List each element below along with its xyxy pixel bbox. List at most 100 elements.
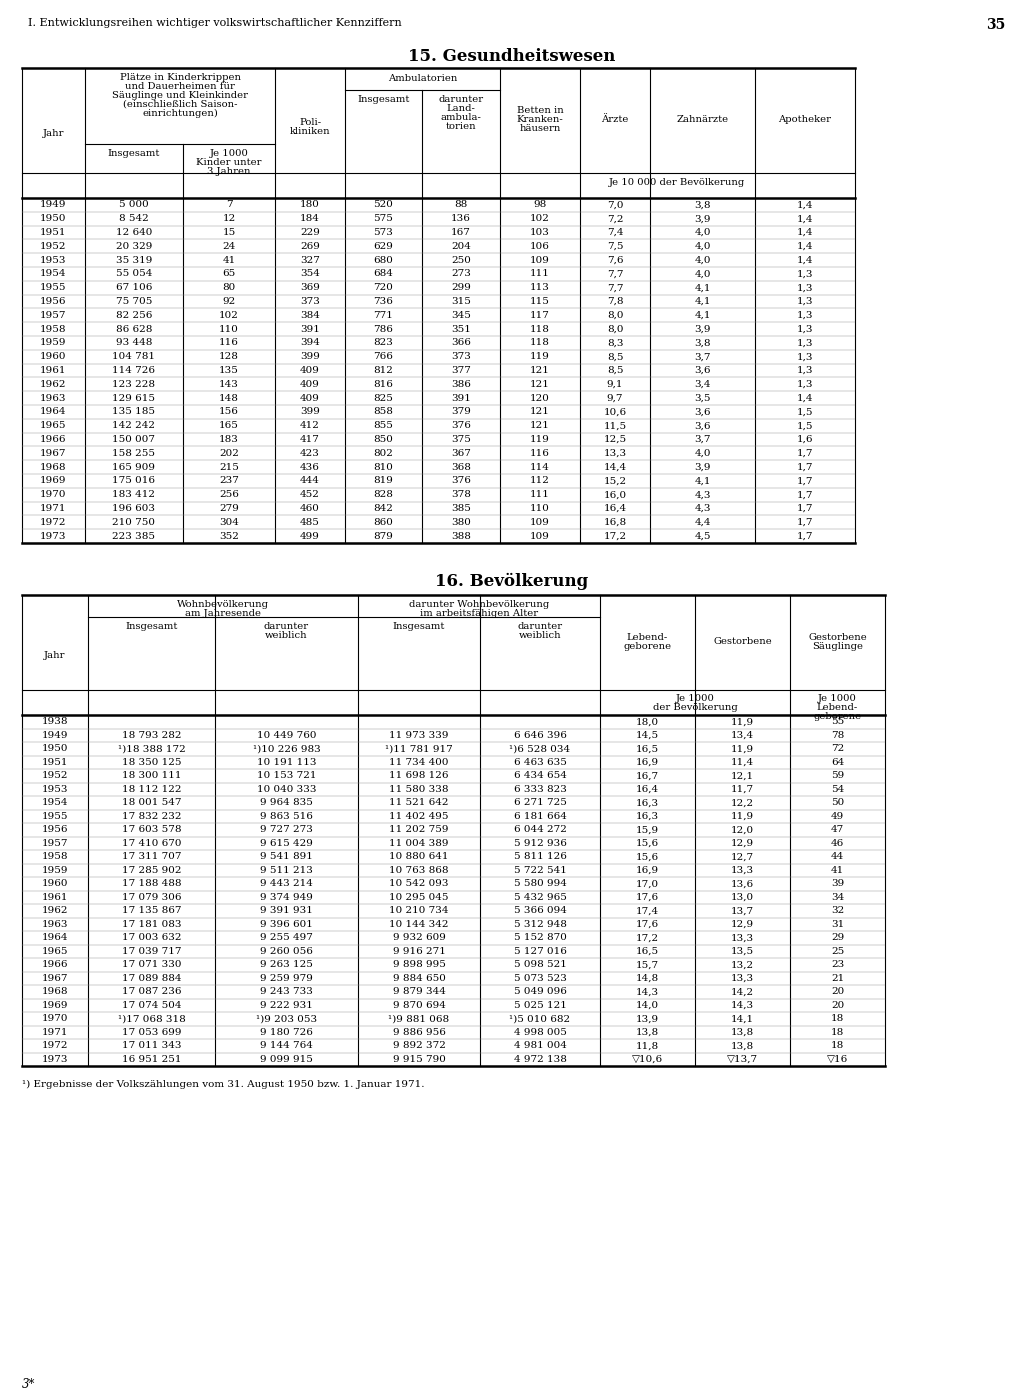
Text: 460: 460 xyxy=(300,504,319,513)
Text: 1,4: 1,4 xyxy=(797,242,813,251)
Text: 17 011 343: 17 011 343 xyxy=(122,1041,181,1051)
Text: 1950: 1950 xyxy=(40,214,67,224)
Text: 9 916 271: 9 916 271 xyxy=(392,947,445,956)
Text: 210 750: 210 750 xyxy=(113,518,156,527)
Text: 17 089 884: 17 089 884 xyxy=(122,974,181,982)
Text: 18 793 282: 18 793 282 xyxy=(122,731,181,740)
Text: 1960: 1960 xyxy=(40,352,67,362)
Text: 1,4: 1,4 xyxy=(797,394,813,402)
Text: 7,4: 7,4 xyxy=(607,228,624,237)
Text: 12,9: 12,9 xyxy=(731,919,754,929)
Text: 21: 21 xyxy=(830,974,844,982)
Text: 855: 855 xyxy=(374,422,393,430)
Text: ▽13,7: ▽13,7 xyxy=(727,1055,758,1063)
Text: 106: 106 xyxy=(530,242,550,251)
Text: 49: 49 xyxy=(830,812,844,821)
Text: 1952: 1952 xyxy=(42,771,69,781)
Text: Gestorbene: Gestorbene xyxy=(713,637,772,645)
Text: 5 312 948: 5 312 948 xyxy=(514,919,566,929)
Text: 1,3: 1,3 xyxy=(797,380,813,388)
Text: 98: 98 xyxy=(534,200,547,210)
Text: 13,3: 13,3 xyxy=(731,974,754,982)
Text: Säuglinge: Säuglinge xyxy=(812,643,863,651)
Text: 1966: 1966 xyxy=(40,434,67,444)
Text: 4 972 138: 4 972 138 xyxy=(514,1055,566,1063)
Text: Gestorbene: Gestorbene xyxy=(808,633,867,643)
Text: 16,5: 16,5 xyxy=(636,947,659,956)
Text: 1949: 1949 xyxy=(42,731,69,740)
Text: 10 040 333: 10 040 333 xyxy=(257,785,316,793)
Text: 13,7: 13,7 xyxy=(731,907,754,915)
Text: 1961: 1961 xyxy=(40,366,67,374)
Text: 121: 121 xyxy=(530,408,550,416)
Text: 16,0: 16,0 xyxy=(603,490,627,499)
Text: 59: 59 xyxy=(830,771,844,781)
Text: 18: 18 xyxy=(830,1041,844,1051)
Text: 417: 417 xyxy=(300,434,319,444)
Text: 18 300 111: 18 300 111 xyxy=(122,771,181,781)
Text: 1964: 1964 xyxy=(40,408,67,416)
Text: 1958: 1958 xyxy=(42,852,69,861)
Text: 112: 112 xyxy=(530,476,550,485)
Text: 5 073 523: 5 073 523 xyxy=(514,974,566,982)
Text: 9 263 125: 9 263 125 xyxy=(260,960,313,970)
Text: Zahnärzte: Zahnärzte xyxy=(677,115,728,124)
Text: (einschließlich Saison-: (einschließlich Saison- xyxy=(123,101,238,109)
Text: 13,8: 13,8 xyxy=(731,1041,754,1051)
Text: 8,3: 8,3 xyxy=(607,338,624,348)
Text: 4,1: 4,1 xyxy=(694,298,711,306)
Text: 32: 32 xyxy=(830,907,844,915)
Text: einrichtungen): einrichtungen) xyxy=(142,109,218,119)
Text: geborene: geborene xyxy=(813,712,861,721)
Text: 11,5: 11,5 xyxy=(603,422,627,430)
Text: 11,4: 11,4 xyxy=(731,757,754,767)
Text: 680: 680 xyxy=(374,256,393,264)
Text: 11,7: 11,7 xyxy=(731,785,754,793)
Text: 7,0: 7,0 xyxy=(607,200,624,210)
Text: 4 981 004: 4 981 004 xyxy=(514,1041,566,1051)
Text: 376: 376 xyxy=(451,422,471,430)
Text: 1,4: 1,4 xyxy=(797,200,813,210)
Text: ¹)6 528 034: ¹)6 528 034 xyxy=(509,745,570,753)
Text: 109: 109 xyxy=(530,256,550,264)
Text: 380: 380 xyxy=(451,518,471,527)
Text: 72: 72 xyxy=(830,745,844,753)
Text: 4,5: 4,5 xyxy=(694,532,711,541)
Text: Ambulatorien: Ambulatorien xyxy=(388,74,457,82)
Text: 55 054: 55 054 xyxy=(116,270,153,278)
Text: 121: 121 xyxy=(530,422,550,430)
Text: 9 259 979: 9 259 979 xyxy=(260,974,313,982)
Text: 7,7: 7,7 xyxy=(607,284,624,292)
Text: Je 1000: Je 1000 xyxy=(818,694,857,703)
Text: 327: 327 xyxy=(300,256,319,264)
Text: 1951: 1951 xyxy=(40,228,67,237)
Text: 148: 148 xyxy=(219,394,239,402)
Text: 1,3: 1,3 xyxy=(797,270,813,278)
Text: häusern: häusern xyxy=(519,124,561,133)
Text: 109: 109 xyxy=(530,532,550,541)
Text: 102: 102 xyxy=(219,310,239,320)
Text: 9 898 995: 9 898 995 xyxy=(392,960,445,970)
Text: 5 098 521: 5 098 521 xyxy=(514,960,566,970)
Text: 15,2: 15,2 xyxy=(603,476,627,485)
Text: 17 053 699: 17 053 699 xyxy=(122,1028,181,1037)
Text: 1,3: 1,3 xyxy=(797,338,813,348)
Text: 279: 279 xyxy=(219,504,239,513)
Text: 9 915 790: 9 915 790 xyxy=(392,1055,445,1063)
Text: 11,8: 11,8 xyxy=(636,1041,659,1051)
Text: 11,9: 11,9 xyxy=(731,812,754,821)
Text: 7,2: 7,2 xyxy=(607,214,624,224)
Text: 860: 860 xyxy=(374,518,393,527)
Text: 1972: 1972 xyxy=(42,1041,69,1051)
Text: 17 181 083: 17 181 083 xyxy=(122,919,181,929)
Text: ¹) Ergebnisse der Volkszählungen vom 31. August 1950 bzw. 1. Januar 1971.: ¹) Ergebnisse der Volkszählungen vom 31.… xyxy=(22,1080,425,1090)
Text: 825: 825 xyxy=(374,394,393,402)
Text: 1971: 1971 xyxy=(40,504,67,513)
Text: 385: 385 xyxy=(451,504,471,513)
Text: 7: 7 xyxy=(225,200,232,210)
Text: 366: 366 xyxy=(451,338,471,348)
Text: 7,8: 7,8 xyxy=(607,298,624,306)
Text: 183: 183 xyxy=(219,434,239,444)
Text: 17 003 632: 17 003 632 xyxy=(122,933,181,942)
Text: 16,9: 16,9 xyxy=(636,757,659,767)
